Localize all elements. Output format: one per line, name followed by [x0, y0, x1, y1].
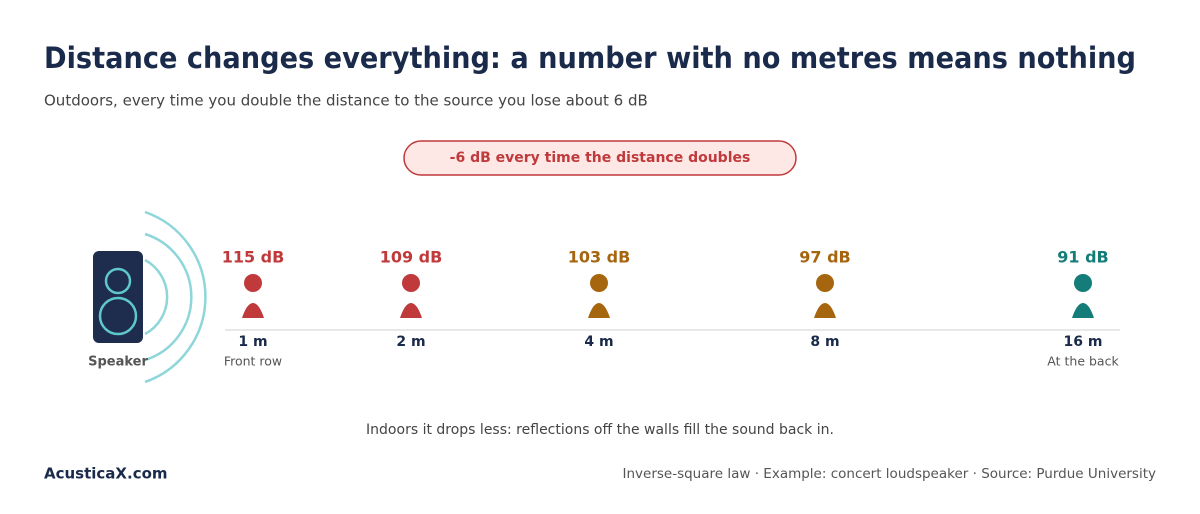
level: 103 dB: [568, 248, 631, 267]
listener-head: [1074, 274, 1092, 292]
listener-body: [814, 303, 836, 318]
level: 115 dB: [222, 248, 285, 267]
wave: [144, 232, 193, 362]
distance: 16 m: [1064, 334, 1103, 350]
level: 97 dB: [799, 248, 850, 267]
footnote: Indoors it drops less: reflections off t…: [366, 422, 834, 438]
distance: 2 m: [396, 334, 425, 350]
speaker-label: Speaker: [88, 355, 148, 370]
subtitle: Outdoors, every time you double the dist…: [44, 92, 648, 110]
listener-body: [588, 303, 610, 318]
distance: 8 m: [810, 334, 839, 350]
wave: [144, 210, 207, 384]
level: 91 dB: [1057, 248, 1108, 267]
distance: 4 m: [584, 334, 613, 350]
listener-head: [402, 274, 420, 292]
listener-head: [244, 274, 262, 292]
listener-head: [816, 274, 834, 292]
badge: -6 dB every time the distance doubles: [450, 150, 751, 166]
level: 109 dB: [380, 248, 443, 267]
distance: 1 m: [238, 334, 267, 350]
speaker-woofer: [98, 296, 138, 336]
source: Inverse-square law · Example: concert lo…: [622, 466, 1156, 482]
listener-body: [400, 303, 422, 318]
wave: [144, 258, 169, 336]
note: At the back: [1047, 354, 1119, 369]
speaker-tweeter: [104, 267, 132, 295]
listener-body: [1072, 303, 1094, 318]
brand: AcusticaX.com: [44, 465, 168, 483]
listener-head: [590, 274, 608, 292]
listener-body: [242, 303, 264, 318]
sound-waves: [144, 210, 207, 384]
badge-box: [403, 140, 797, 176]
note: Front row: [224, 354, 282, 369]
listeners: 115 dB 1 m Front row 109 dB 2 m 103 dB 4 m 97 d…: [222, 248, 1120, 369]
title: Distance changes everything: a number wi…: [44, 41, 1136, 75]
